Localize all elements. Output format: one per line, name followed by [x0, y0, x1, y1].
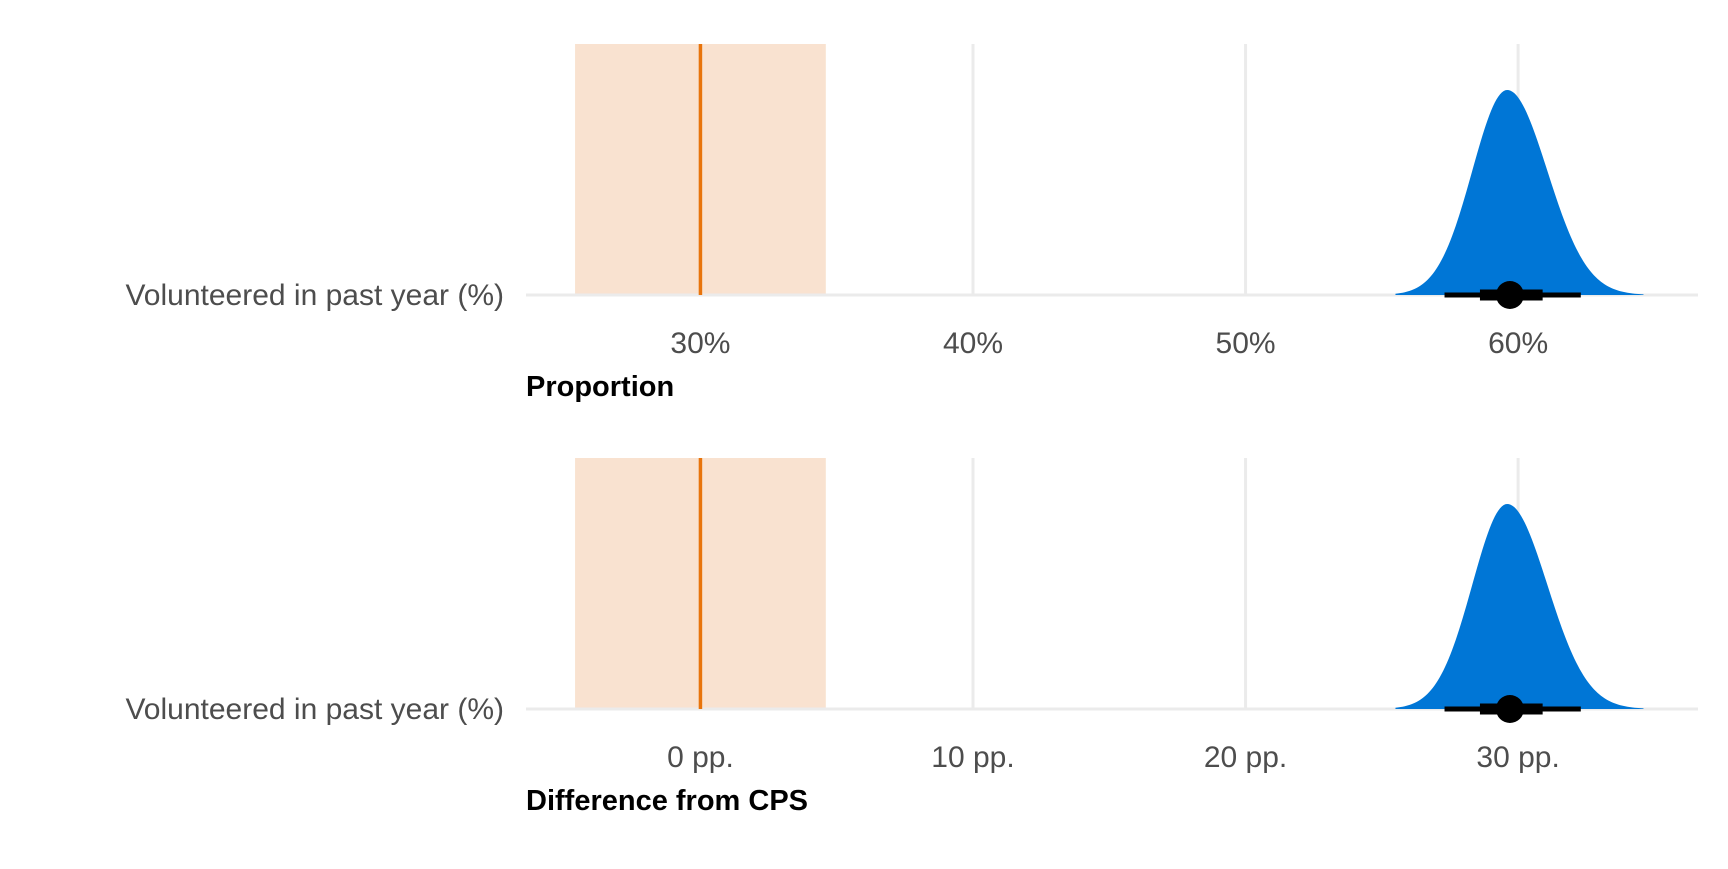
x-tick-label: 40%: [943, 327, 1003, 360]
x-axis-title: Difference from CPS: [526, 785, 808, 817]
x-tick-label: 0 pp.: [667, 741, 734, 774]
point-estimate: [1495, 281, 1524, 309]
x-tick-label: 50%: [1216, 327, 1276, 360]
chart-panel-1: Volunteered in past year (%) 30% 40% 50% 60%…: [125, 44, 1698, 403]
density-curve: [1395, 90, 1644, 295]
x-tick-label: 30 pp.: [1476, 741, 1559, 774]
category-label: Volunteered in past year (%): [125, 693, 504, 726]
x-axis-title: Proportion: [526, 371, 674, 403]
x-tick-label: 10 pp.: [931, 741, 1014, 774]
x-tick-label: 20 pp.: [1204, 741, 1287, 774]
chart-panel-2: Volunteered in past year (%) 0 pp. 10 pp. 2…: [125, 458, 1698, 817]
x-tick-label: 60%: [1488, 327, 1548, 360]
density-curve: [1395, 504, 1644, 709]
category-label: Volunteered in past year (%): [125, 279, 504, 312]
x-tick-label: 30%: [670, 327, 730, 360]
point-estimate: [1495, 695, 1524, 723]
